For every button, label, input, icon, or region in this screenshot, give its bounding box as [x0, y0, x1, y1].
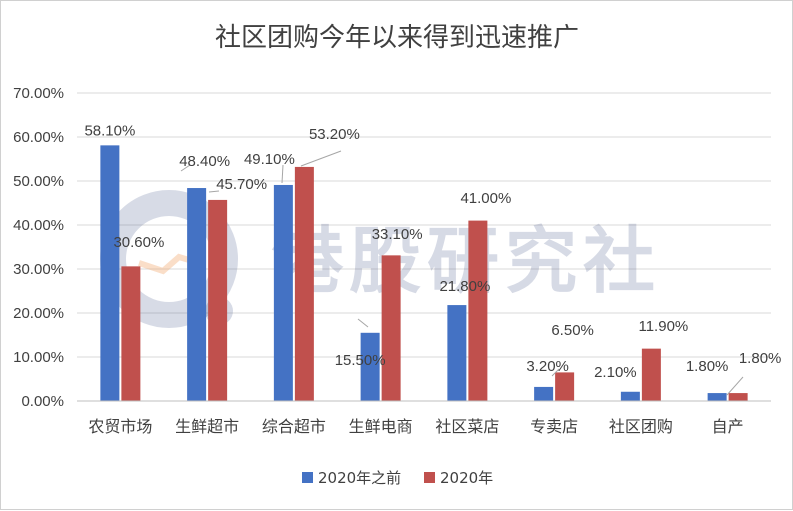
leader-lines: [180, 150, 744, 396]
x-tick-label: 社区菜店: [435, 417, 499, 436]
data-label: 3.20%: [526, 358, 569, 375]
data-labels: 58.10% 30.60% 48.40% 45.70% 49.10% 53.20% 15.5…: [84, 122, 781, 381]
x-tick-label: 自产: [712, 417, 744, 436]
y-tick-label: 70.00%: [13, 85, 64, 102]
watermark: 港股研究社: [100, 190, 661, 328]
leader-line: [180, 164, 191, 172]
bar: [620, 391, 640, 401]
data-label: 48.40%: [179, 153, 230, 170]
bar: [273, 184, 293, 401]
leader-line: [726, 376, 744, 396]
bar: [121, 266, 141, 401]
bar: [641, 348, 661, 401]
leader-line: [208, 190, 220, 193]
bar: [208, 199, 228, 401]
leader-line: [551, 368, 560, 377]
data-label: 49.10%: [244, 151, 295, 168]
bar: [447, 305, 467, 401]
legend-swatch-2020: [424, 472, 435, 483]
x-tick-label: 生鲜电商: [349, 417, 413, 436]
data-label: 11.90%: [638, 318, 688, 335]
y-tick-label: 30.00%: [13, 261, 64, 278]
watermark-text: 港股研究社: [271, 219, 661, 303]
data-label: 53.20%: [309, 126, 360, 143]
bar: [534, 386, 554, 401]
bar: [187, 188, 207, 401]
leader-line: [357, 318, 369, 328]
x-tick-label: 专卖店: [530, 417, 578, 436]
bar: [294, 166, 314, 401]
bar: [381, 255, 401, 401]
data-label: 41.00%: [460, 190, 511, 207]
data-label: 2.10%: [594, 364, 637, 381]
data-label: 21.80%: [439, 278, 490, 295]
bar: [728, 393, 748, 401]
bars: [100, 145, 748, 401]
data-label: 1.80%: [739, 350, 782, 367]
x-tick-label: 农贸市场: [88, 417, 152, 436]
data-label: 45.70%: [216, 176, 267, 193]
bar: [100, 145, 120, 401]
legend-label-before-2020: 2020年之前: [318, 469, 401, 487]
x-tick-label: 社区团购: [609, 417, 673, 436]
chart-title: 社区团购今年以来得到迅速推广: [215, 23, 579, 53]
data-label: 6.50%: [551, 322, 594, 339]
legend-swatch-before-2020: [302, 472, 313, 483]
y-tick-label: 60.00%: [13, 129, 64, 146]
legend: 2020年之前 2020年: [302, 469, 493, 487]
x-tick-label: 生鲜超市: [175, 417, 239, 436]
data-label: 15.50%: [335, 352, 386, 369]
y-tick-label: 50.00%: [13, 173, 64, 190]
y-tick-label: 40.00%: [13, 217, 64, 234]
data-label: 1.80%: [686, 358, 729, 375]
bar: [555, 372, 575, 401]
y-tick-label: 20.00%: [13, 305, 64, 322]
y-tick-label: 0.00%: [21, 393, 64, 410]
bar: [360, 332, 380, 401]
bar: [468, 220, 488, 401]
leader-line: [281, 164, 284, 184]
y-axis: 0.00% 10.00% 20.00% 30.00% 40.00% 50.00% 60.00…: [13, 85, 64, 410]
data-label: 30.60%: [113, 234, 164, 251]
leader-line: [300, 150, 342, 167]
data-label: 58.10%: [84, 122, 135, 139]
bar: [707, 393, 727, 401]
x-tick-label: 综合超市: [262, 417, 326, 436]
legend-label-2020: 2020年: [440, 469, 493, 487]
y-tick-label: 10.00%: [13, 349, 64, 366]
data-label: 33.10%: [372, 226, 423, 243]
x-axis: 农贸市场 生鲜超市 综合超市 生鲜电商 社区菜店 专卖店 社区团购 自产: [77, 400, 771, 436]
